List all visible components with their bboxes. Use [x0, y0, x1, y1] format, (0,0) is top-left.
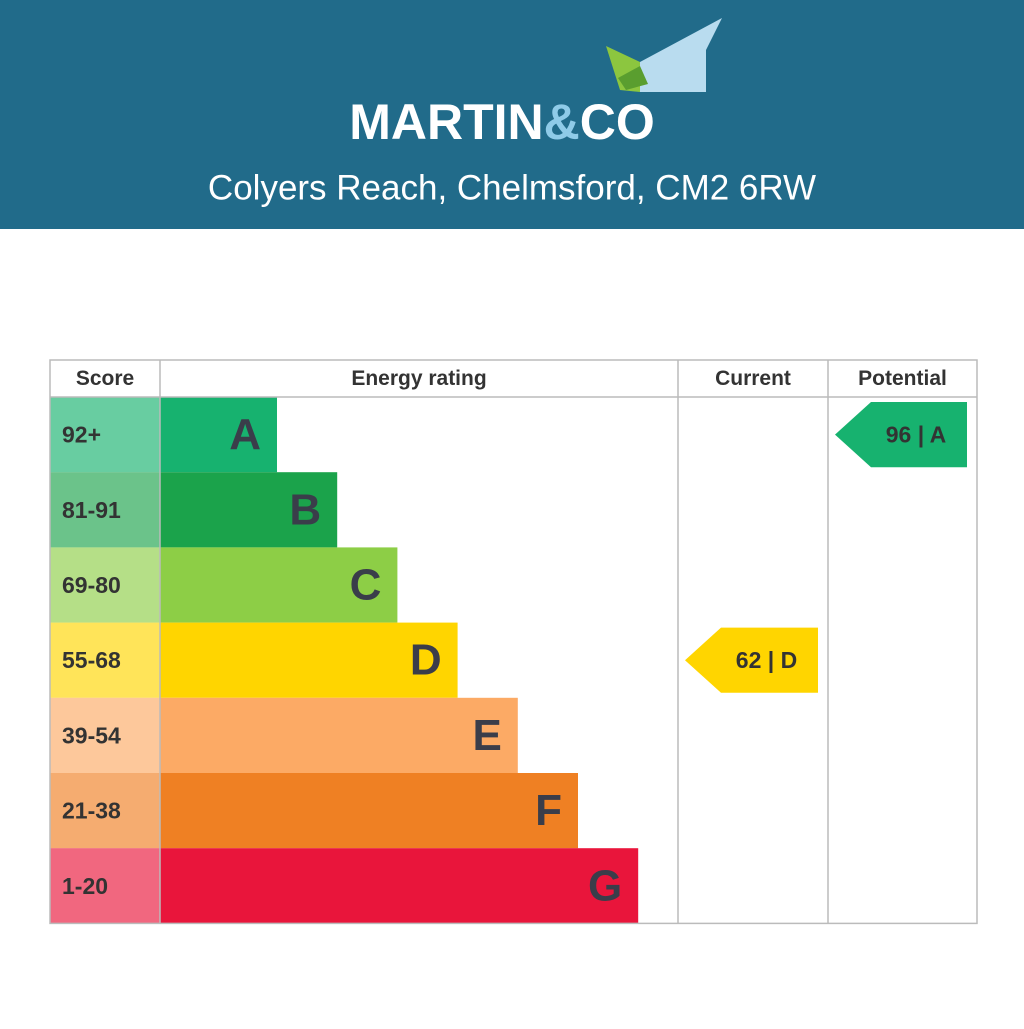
brand: MARTIN&CO: [349, 94, 655, 150]
score-label: 1-20: [62, 873, 108, 899]
score-label: 92+: [62, 422, 101, 448]
table-border: [49, 359, 978, 925]
rating-letter: D: [410, 636, 442, 685]
rating-letter: E: [472, 711, 501, 760]
score-cell: [50, 547, 160, 623]
current-arrow: [685, 627, 818, 693]
score-cell: [50, 397, 160, 473]
rating-bar: [160, 697, 518, 773]
brand-part: CO: [580, 94, 655, 150]
rating-bar: [160, 773, 578, 849]
rating-bar: [160, 397, 277, 473]
rating-letter: A: [229, 410, 261, 459]
rating-letter: G: [588, 861, 622, 910]
score-label: 39-54: [62, 722, 121, 748]
column-header: Energy rating: [351, 367, 486, 390]
score-cell: [50, 622, 160, 698]
rating-letter: F: [535, 786, 562, 835]
score-cell: [50, 773, 160, 849]
header-bar: [0, 0, 1024, 229]
score-cell: [50, 472, 160, 548]
brand-part: MARTIN: [349, 94, 543, 150]
rating-letter: B: [289, 485, 321, 534]
logo-icon: [606, 18, 722, 92]
rating-bar: [160, 472, 338, 548]
score-label: 55-68: [62, 647, 121, 673]
address: Colyers Reach, Chelmsford, CM2 6RW: [208, 169, 816, 208]
potential-arrow: [835, 402, 967, 468]
rating-bar: [160, 547, 398, 623]
potential-label: 96 | A: [886, 422, 947, 448]
score-cell: [50, 697, 160, 773]
rating-bar: [160, 848, 639, 924]
rating-letter: C: [350, 561, 382, 610]
column-header: Current: [715, 367, 791, 390]
current-label: 62 | D: [736, 647, 797, 673]
score-cell: [50, 848, 160, 924]
score-label: 21-38: [62, 798, 121, 824]
rating-bar: [160, 622, 458, 698]
column-header: Potential: [858, 367, 947, 390]
brand-part: &: [544, 94, 580, 150]
score-label: 69-80: [62, 572, 121, 598]
score-label: 81-91: [62, 497, 121, 523]
column-header: Score: [76, 367, 134, 390]
